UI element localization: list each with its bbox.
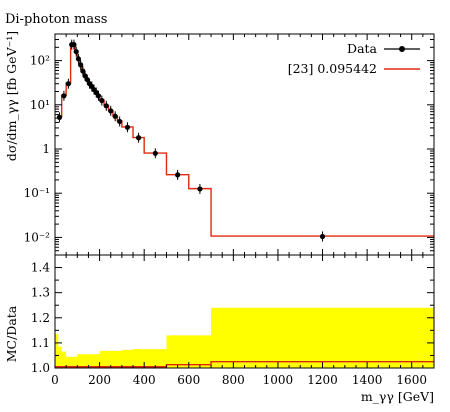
data-point	[95, 93, 102, 99]
ratio-panel: 1.0 1.1 1.2 1.3 1.4 0 200 400 600 800 1000 1200 1400…	[31, 254, 435, 387]
data-point	[112, 113, 118, 119]
legend-mc-label: [23] 0.095442	[288, 61, 377, 76]
data-point	[61, 93, 67, 99]
data-point	[73, 48, 79, 55]
x-tick-label: 1000	[263, 373, 294, 387]
ratio-y-tick-label: 1.1	[31, 336, 50, 350]
data-point	[99, 97, 105, 104]
data-point	[78, 62, 84, 68]
y-tick-label: 10¹	[30, 98, 50, 112]
mc-histogram-line	[57, 43, 434, 237]
mc-histogram	[57, 43, 434, 237]
y-axis-label: dσ/dm_γγ [fb GeV⁻¹]	[4, 31, 19, 161]
main-plot-frame	[54, 33, 435, 256]
data-point	[197, 186, 203, 192]
data-point	[103, 103, 109, 109]
data-point	[152, 150, 158, 156]
data-point	[136, 135, 142, 141]
ratio-y-tick-label: 1.3	[31, 286, 50, 300]
data-point	[175, 172, 181, 178]
ratio-uncertainty-band	[55, 307, 434, 368]
data-point	[80, 68, 86, 74]
legend-data-marker	[399, 46, 405, 52]
ratio-y-tick-label: 1.0	[31, 361, 50, 375]
data-point	[117, 118, 123, 125]
y-tick-label: 10²	[30, 54, 50, 68]
y-tick-label: 10⁻²	[24, 230, 51, 244]
y-tick-label: 10⁻¹	[24, 186, 50, 200]
ratio-band-area	[55, 307, 434, 368]
chart-title: Di-photon mass	[5, 12, 107, 27]
legend: Data [23] 0.095442	[288, 41, 420, 76]
data-point	[319, 233, 326, 240]
ratio-y-tick-label: 1.4	[31, 261, 50, 275]
data-point	[56, 114, 63, 120]
data-point	[65, 81, 71, 87]
data-points	[56, 39, 326, 242]
ratio-axis-ticks: 1.0 1.1 1.2 1.3 1.4 0 200 400 600 800 1000 1200 1400…	[31, 255, 434, 387]
ratio-y-axis-label: MC/Data	[4, 305, 19, 362]
x-tick-label: 600	[177, 373, 200, 387]
legend-data-label: Data	[347, 41, 377, 56]
x-tick-label: 200	[88, 373, 111, 387]
data-point	[71, 42, 77, 48]
data-point	[124, 124, 131, 130]
x-tick-label: 1600	[396, 373, 427, 387]
x-tick-label: 400	[133, 373, 156, 387]
x-tick-label: 1200	[307, 373, 338, 387]
data-point	[108, 108, 114, 114]
ratio-plot-frame	[54, 254, 435, 369]
x-axis-label: m_γγ [GeV]	[361, 389, 434, 404]
data-point	[82, 73, 88, 79]
x-tick-label: 0	[51, 373, 59, 387]
y-tick-label: 1	[42, 142, 50, 156]
main-panel: 10⁻² 10⁻¹ 1 10¹ 10²	[24, 33, 435, 256]
ratio-y-tick-label: 1.2	[31, 311, 50, 325]
data-point	[84, 77, 90, 83]
data-point	[75, 56, 82, 62]
x-tick-label: 1400	[352, 373, 383, 387]
x-tick-label: 800	[222, 373, 245, 387]
